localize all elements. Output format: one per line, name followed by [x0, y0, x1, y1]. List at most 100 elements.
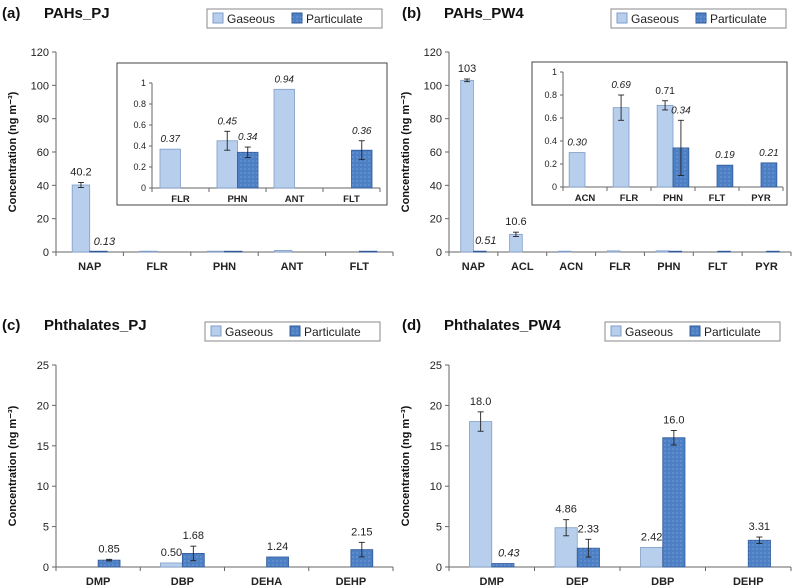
particulate-bar	[717, 250, 731, 253]
particulate-bar	[668, 250, 682, 253]
x-tick-label: ANT	[285, 194, 305, 205]
data-label: 2.33	[578, 523, 599, 535]
particulate-bar	[473, 250, 487, 253]
y-axis-label: Concentration (ng m⁻³)	[400, 405, 412, 526]
gaseous-bar	[273, 250, 293, 253]
data-label: 0.13	[94, 236, 116, 248]
panel-label: (d)	[402, 317, 421, 334]
chart-title: Phthalates_PJ	[44, 317, 147, 334]
x-tick-label: PHN	[213, 261, 236, 273]
inset-y-tick-label: 0.2	[544, 159, 557, 169]
data-label: 0.85	[98, 543, 119, 555]
data-label: 0.51	[475, 235, 496, 247]
data-label: 0.50	[161, 547, 182, 559]
x-tick-label: FLT	[708, 261, 728, 273]
legend-label-particulate: Particulate	[306, 12, 363, 26]
data-label: 3.31	[749, 521, 770, 533]
data-label: 16.0	[663, 414, 684, 426]
particulate-bar	[760, 162, 778, 188]
y-tick-label: 120	[31, 47, 49, 59]
x-tick-label: FLR	[609, 261, 630, 273]
data-label: 0.34	[671, 105, 691, 116]
data-label: 1.68	[183, 530, 204, 542]
gaseous-bar	[273, 88, 295, 189]
gaseous-bar	[509, 233, 523, 253]
inset-y-tick-label: 0.2	[133, 162, 146, 172]
x-tick-label: FLT	[709, 193, 726, 204]
data-label: 0.45	[218, 116, 238, 127]
y-tick-label: 60	[37, 147, 49, 159]
y-tick-label: 60	[430, 147, 442, 159]
y-tick-label: 20	[37, 214, 49, 226]
x-tick-label: PYR	[751, 193, 771, 204]
inset-y-tick-label: 1	[552, 67, 557, 77]
gaseous-bar	[460, 79, 474, 253]
y-tick-label: 40	[37, 180, 49, 192]
gaseous-bar	[160, 562, 183, 568]
inset-y-tick-label: 0.4	[133, 141, 146, 151]
inset-y-tick-label: 0.8	[133, 99, 146, 109]
x-tick-label: DMP	[86, 576, 110, 588]
x-tick-label: DBP	[651, 576, 674, 588]
y-tick-label: 120	[424, 47, 442, 59]
legend-label-gaseous: Gaseous	[227, 12, 275, 26]
x-tick-label: FLR	[620, 193, 639, 204]
y-tick-label: 15	[37, 441, 49, 453]
y-tick-label: 80	[37, 114, 49, 126]
y-tick-label: 40	[430, 180, 442, 192]
y-tick-label: 80	[430, 114, 442, 126]
legend-swatch-particulate	[695, 12, 707, 24]
data-label: 0.43	[498, 548, 520, 560]
particulate-bar	[716, 164, 734, 188]
x-tick-label: FLT	[343, 194, 360, 205]
legend-label-gaseous: Gaseous	[225, 325, 273, 339]
data-label: 0.36	[352, 126, 372, 137]
x-tick-label: PHN	[657, 261, 680, 273]
x-tick-label: DEHA	[251, 576, 282, 588]
gaseous-bar	[558, 250, 572, 253]
legend-swatch-particulate	[689, 325, 701, 337]
particulate-bar	[266, 556, 289, 568]
y-tick-label: 20	[430, 214, 442, 226]
legend-label-particulate: Particulate	[710, 12, 767, 26]
y-axis-label: Concentration (ng m⁻³)	[400, 91, 412, 212]
inset-y-tick-label: 0.6	[133, 120, 146, 130]
data-label: 103	[458, 63, 476, 75]
legend-label-particulate: Particulate	[704, 325, 761, 339]
data-label: 1.24	[267, 541, 288, 553]
y-tick-label: 15	[430, 441, 442, 453]
panel-label: (a)	[2, 5, 20, 22]
y-tick-label: 0	[436, 562, 442, 574]
particulate-bar	[358, 250, 378, 253]
y-tick-label: 25	[430, 360, 442, 372]
x-tick-label: ACN	[575, 193, 596, 204]
particulate-bar	[662, 437, 686, 568]
y-tick-label: 5	[436, 522, 442, 534]
data-label: 0.71	[655, 86, 675, 97]
chart-title: PAHs_PJ	[44, 5, 110, 22]
data-label: 2.42	[641, 531, 662, 543]
y-tick-label: 100	[424, 80, 442, 92]
x-tick-label: DBP	[171, 576, 194, 588]
data-label: 0.30	[567, 138, 587, 149]
particulate-bar	[224, 250, 243, 253]
chart-title: PAHs_PW4	[444, 5, 524, 22]
gaseous-bar	[71, 184, 91, 253]
y-tick-label: 20	[430, 400, 442, 412]
x-tick-label: DEHP	[733, 576, 764, 588]
particulate-bar	[89, 250, 108, 253]
y-tick-label: 10	[37, 481, 49, 493]
legend-swatch-particulate	[289, 325, 301, 337]
data-label: 2.15	[351, 526, 372, 538]
chart-title: Phthalates_PW4	[444, 317, 561, 334]
gaseous-bar	[655, 250, 670, 253]
y-axis-label: Concentration (ng m⁻³)	[7, 91, 19, 212]
data-label: 10.6	[505, 216, 526, 228]
data-label: 40.2	[70, 167, 91, 179]
gaseous-bar	[640, 547, 664, 568]
gaseous-bar	[469, 421, 493, 568]
gaseous-bar	[606, 250, 621, 253]
x-tick-label: ACL	[511, 261, 534, 273]
inset-y-tick-label: 0.4	[544, 136, 557, 146]
